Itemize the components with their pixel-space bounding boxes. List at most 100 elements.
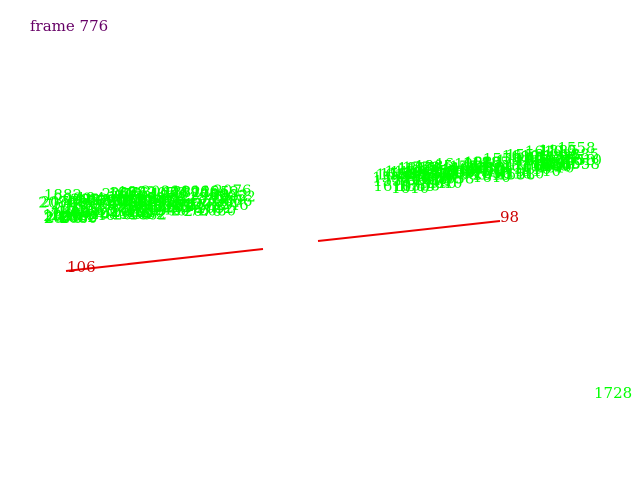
point-label: 1885 [397,171,435,189]
point-label: 2080 [90,205,128,223]
point-label: 2052 [110,193,148,211]
point-label: 1610 [525,143,563,161]
point-label: 1558 [409,170,447,188]
point-label: 2080 [198,202,236,220]
point-label: 1885 [397,159,435,177]
point-label: 1558 [419,162,457,180]
point-label: 1885 [546,151,584,169]
point-label: 1558 [402,159,440,177]
point-label: 1885 [411,166,449,184]
point-label: 2052 [115,192,153,210]
point-label: 1946 [112,205,150,223]
segment-label-left: 106 [67,258,96,276]
outlier-point-label: 1728 [594,384,632,402]
point-label: 2076 [108,202,146,220]
point-label: 1558 [473,164,511,182]
point-label: 2076 [102,185,140,203]
point-label: 2080 [87,191,125,209]
point-label: 1610 [534,158,572,176]
point-label: 1885 [405,160,443,178]
point-label: 1882 [166,195,204,213]
point-label: 2052 [108,191,146,209]
point-label: 1882 [110,200,148,218]
point-label: 2080 [54,190,92,208]
point-label: 2080 [108,194,146,212]
point-label: 2080 [78,202,116,220]
point-label: 1558 [402,177,440,195]
point-label: 1110 [523,162,561,180]
point-label: 1558 [562,155,600,173]
point-label: 1882 [129,206,167,224]
point-label: 2080 [59,209,97,227]
point-label: 2052 [114,187,152,205]
point-label: 1610 [523,157,561,175]
point-label: 1610 [373,177,411,195]
point-label: 1885 [561,145,599,163]
point-label: 1610 [474,165,512,183]
point-label: 1882 [59,208,97,226]
point-label: 2052 [153,198,191,216]
point-label: 2080 [134,192,172,210]
point-label: 1110 [496,152,534,170]
point-label: 1882 [163,183,201,201]
point-label: 2080 [190,185,228,203]
point-label: 1110 [472,160,510,178]
point-label: 2052 [218,188,256,206]
point-label: 1110 [421,164,459,182]
point-label: 1110 [513,160,551,178]
point-label: 1882 [124,192,162,210]
point-label: 2080 [38,194,76,212]
point-label: 1946 [77,206,115,224]
point-label: 1558 [557,151,595,169]
point-label: 1946 [43,206,81,224]
point-label: 1610 [435,155,473,173]
point-label: 1885 [511,148,549,166]
point-label: 1882 [44,186,82,204]
point-label: 1558 [412,173,450,191]
point-label: 1558 [536,149,574,167]
point-label: 1885 [472,154,510,172]
point-label: 1110 [494,159,532,177]
point-label: 1885 [449,166,487,184]
point-label: 1882 [189,189,227,207]
point-label: 1885 [464,154,502,172]
point-label: 2052 [164,199,202,217]
point-label: 1610 [472,166,510,184]
point-label: 1558 [557,139,595,157]
point-label: 2080 [51,206,89,224]
point-label: 1885 [403,164,441,182]
point-label: 2052 [111,203,149,221]
point-label: 1885 [540,142,578,160]
point-label: 2052 [128,189,166,207]
point-label: 2076 [51,195,89,213]
point-label: 1558 [389,166,427,184]
point-label: 2080 [119,198,157,216]
point-label: 1610 [564,151,602,169]
point-label: 1558 [380,165,418,183]
point-label: 2080 [63,191,101,209]
point-label: 1610 [376,165,414,183]
point-label: 2076 [146,190,184,208]
point-label: 2080 [204,192,242,210]
point-label: 1882 [108,184,146,202]
point-label: 1946 [151,184,189,202]
point-label: 1110 [538,154,576,172]
point-label: 2052 [192,195,230,213]
point-label: 1110 [431,161,469,179]
point-label: 2076 [184,202,222,220]
point-label: 1885 [436,162,474,180]
point-label: 1885 [543,147,581,165]
point-label: 1946 [152,196,190,214]
point-label: 1882 [210,187,248,205]
point-label: 1558 [506,146,544,164]
segment-label-right: 98 [500,208,519,226]
point-label: 1946 [126,203,164,221]
red-segment-left [65,248,264,272]
point-label: 1885 [516,152,554,170]
point-label: 1558 [497,166,535,184]
point-label: 1110 [538,149,576,167]
point-label: 1558 [425,169,463,187]
red-segment-right [317,220,501,242]
point-label: 1110 [494,165,532,183]
